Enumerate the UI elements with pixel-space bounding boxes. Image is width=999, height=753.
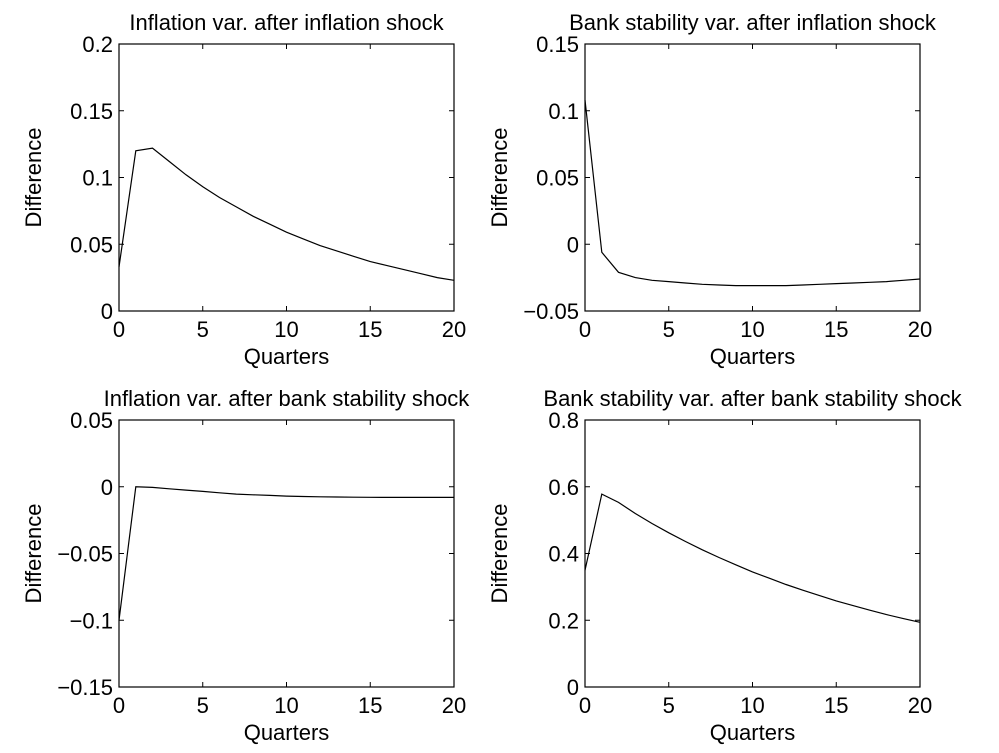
chart-title: Inflation var. after inflation shock bbox=[129, 10, 444, 35]
y-tick-label: 0.05 bbox=[536, 166, 579, 191]
y-tick-label: 0.15 bbox=[536, 32, 579, 57]
y-tick-label: 0.05 bbox=[70, 232, 113, 257]
y-tick-label: −0.15 bbox=[57, 675, 113, 700]
x-axis-label: Quarters bbox=[710, 344, 796, 369]
x-axis-label: Quarters bbox=[710, 720, 796, 745]
y-tick-label: 0.6 bbox=[548, 475, 579, 500]
y-tick-label: −0.05 bbox=[523, 299, 579, 324]
x-tick-label: 15 bbox=[824, 693, 848, 718]
chart-title: Bank stability var. after bank stability… bbox=[543, 386, 962, 411]
x-tick-label: 10 bbox=[274, 693, 298, 718]
x-tick-label: 20 bbox=[442, 693, 466, 718]
x-axis-label: Quarters bbox=[244, 344, 330, 369]
x-tick-label: 15 bbox=[358, 317, 382, 342]
chart-panel-3: Inflation var. after bank stability shoc… bbox=[21, 386, 470, 745]
series-line bbox=[584, 493, 921, 623]
x-tick-label: 5 bbox=[663, 317, 675, 342]
x-tick-label: 20 bbox=[908, 317, 932, 342]
x-tick-label: 20 bbox=[908, 693, 932, 718]
x-tick-label: 0 bbox=[579, 693, 591, 718]
y-tick-label: 0 bbox=[567, 232, 579, 257]
x-tick-label: 10 bbox=[274, 317, 298, 342]
x-tick-label: 10 bbox=[740, 317, 764, 342]
y-tick-label: −0.1 bbox=[70, 608, 113, 633]
series-line bbox=[118, 486, 454, 621]
x-tick-label: 5 bbox=[197, 317, 209, 342]
y-tick-label: 0.2 bbox=[548, 608, 579, 633]
y-tick-label: 0.1 bbox=[82, 166, 113, 191]
x-tick-label: 15 bbox=[824, 317, 848, 342]
chart-title: Inflation var. after bank stability shoc… bbox=[104, 386, 471, 411]
y-tick-label: 0.2 bbox=[82, 32, 113, 57]
series-line bbox=[584, 100, 921, 287]
y-axis-label: Difference bbox=[21, 504, 46, 604]
y-axis-label: Difference bbox=[21, 128, 46, 228]
chart-panel-4: Bank stability var. after bank stability… bbox=[487, 386, 963, 745]
x-tick-label: 15 bbox=[358, 693, 382, 718]
x-tick-label: 5 bbox=[197, 693, 209, 718]
y-tick-label: 0.1 bbox=[548, 99, 579, 124]
x-tick-label: 20 bbox=[442, 317, 466, 342]
plot-frame bbox=[584, 43, 921, 312]
y-tick-label: 0.8 bbox=[548, 408, 579, 433]
y-tick-label: 0.4 bbox=[548, 542, 579, 567]
y-tick-label: 0.15 bbox=[70, 99, 113, 124]
x-tick-label: 0 bbox=[113, 317, 125, 342]
plot-frame bbox=[118, 43, 455, 312]
y-tick-label: 0 bbox=[101, 475, 113, 500]
chart-panel-1: Inflation var. after inflation shock Quar… bbox=[21, 10, 466, 369]
plot-frame bbox=[584, 419, 921, 688]
series-line bbox=[118, 147, 455, 281]
x-axis-label: Quarters bbox=[244, 720, 330, 745]
y-axis-label: Difference bbox=[487, 504, 512, 604]
y-tick-label: 0 bbox=[567, 675, 579, 700]
x-tick-label: 0 bbox=[113, 693, 125, 718]
plot-frame bbox=[118, 419, 455, 688]
y-tick-label: −0.05 bbox=[57, 542, 113, 567]
chart-title: Bank stability var. after inflation shoc… bbox=[569, 10, 937, 35]
y-axis-label: Difference bbox=[487, 128, 512, 228]
x-tick-label: 0 bbox=[579, 317, 591, 342]
x-tick-label: 5 bbox=[663, 693, 675, 718]
y-tick-label: 0 bbox=[101, 299, 113, 324]
chart-panel-2: Bank stability var. after inflation shoc… bbox=[487, 10, 937, 369]
x-tick-label: 10 bbox=[740, 693, 764, 718]
y-tick-label: 0.05 bbox=[70, 408, 113, 433]
